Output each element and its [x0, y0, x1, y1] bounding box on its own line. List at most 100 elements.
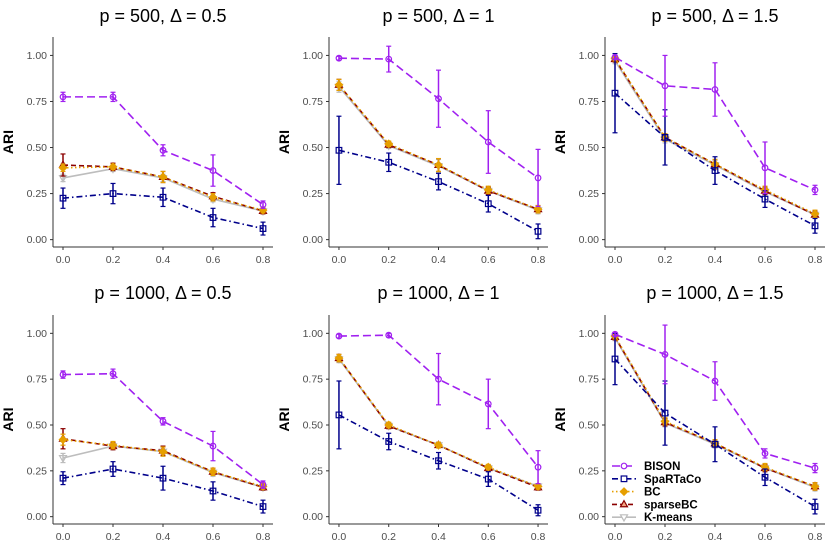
- x-tick-label: 0.4: [431, 254, 446, 266]
- y-tick-label: 1.00: [27, 50, 48, 62]
- chart-panel-5: p = 1000, Δ = 1 0.00 0.25 0.50 0.75 1.00 0.0 0.…: [276, 283, 548, 543]
- data-point: [761, 473, 769, 481]
- x-tick-label: 0.6: [758, 254, 773, 266]
- x-tick-label: 0.6: [481, 254, 496, 266]
- legend-label: SpaRTaCo: [644, 474, 701, 486]
- y-tick-label: 1.00: [579, 50, 600, 62]
- x-tick-label: 0.0: [332, 531, 347, 543]
- data-point: [334, 80, 344, 90]
- series-spartaco: [59, 182, 267, 236]
- series-bison: [611, 324, 819, 474]
- data-point: [385, 158, 393, 166]
- series-bc: [58, 162, 268, 215]
- data-point: [158, 447, 168, 457]
- series-line: [338, 334, 539, 468]
- legend-item-bc: BC: [612, 487, 661, 499]
- legend-label: sparseBC: [644, 499, 698, 511]
- series-line: [614, 358, 816, 508]
- chart-panel-3: p = 500, Δ = 1.5 0.00 0.25 0.50 0.75 1.00 0.0 0…: [552, 6, 825, 266]
- data-point: [611, 53, 619, 61]
- y-tick-label: 1.00: [303, 328, 324, 340]
- data-point: [159, 417, 167, 425]
- data-point: [435, 457, 442, 465]
- data-point: [661, 351, 669, 358]
- data-point: [484, 138, 492, 146]
- data-point: [209, 442, 217, 450]
- x-tick-label: 0.8: [256, 531, 271, 543]
- data-point: [334, 353, 344, 363]
- y-tick-label: 0.25: [579, 188, 600, 200]
- series-bison: [59, 91, 267, 209]
- data-point: [58, 455, 68, 463]
- x-tick-label: 0.6: [206, 254, 221, 266]
- data-point: [208, 467, 218, 477]
- y-tick-label: 0.25: [27, 465, 48, 477]
- y-tick-label: 0.50: [579, 420, 600, 432]
- series-spartaco: [59, 461, 267, 514]
- data-point: [384, 139, 394, 149]
- data-point: [108, 440, 118, 450]
- data-point: [661, 409, 669, 417]
- data-point: [611, 89, 619, 97]
- x-tick-label: 0.2: [381, 531, 396, 543]
- series-bc: [334, 353, 543, 491]
- data-point: [483, 462, 493, 472]
- data-point: [534, 463, 542, 471]
- x-tick-label: 0.4: [708, 531, 723, 543]
- series-spartaco: [335, 115, 542, 240]
- data-point: [384, 420, 394, 430]
- panel-title: p = 1000, Δ = 0.5: [94, 283, 231, 303]
- series-bc: [334, 78, 543, 214]
- y-tick-label: 0.75: [27, 374, 48, 386]
- data-point: [484, 400, 492, 408]
- data-point: [811, 186, 819, 194]
- data-point: [661, 82, 669, 90]
- data-point: [58, 435, 68, 445]
- y-tick-label: 0.25: [27, 188, 48, 200]
- panel-background: [53, 37, 273, 247]
- y-axis-label: ARI: [0, 407, 16, 431]
- x-tick-label: 0.2: [658, 531, 673, 543]
- data-point: [435, 375, 442, 383]
- y-axis-label: ARI: [276, 407, 292, 431]
- data-point: [533, 204, 543, 214]
- panel-title: p = 500, Δ = 0.5: [99, 6, 226, 26]
- data-point: [59, 194, 67, 202]
- series-bison: [335, 331, 542, 485]
- data-point: [258, 205, 268, 215]
- y-tick-label: 0.00: [303, 234, 324, 246]
- data-point: [810, 481, 820, 491]
- data-point: [209, 487, 217, 495]
- y-tick-label: 0.75: [579, 374, 600, 386]
- data-point: [534, 174, 542, 182]
- legend-marker: [619, 487, 629, 497]
- x-tick-label: 0.0: [608, 531, 623, 543]
- legend-item-k-means: K-means: [612, 512, 693, 524]
- y-tick-label: 0.50: [303, 420, 324, 432]
- legend-marker: [620, 462, 628, 470]
- y-axis-label: ARI: [0, 130, 16, 154]
- series-line: [62, 372, 264, 486]
- data-point: [259, 503, 267, 510]
- chart-panel-6: p = 1000, Δ = 1.5 0.00 0.25 0.50 0.75 1.00 0.0…: [552, 283, 825, 543]
- data-point: [711, 86, 719, 93]
- x-tick-label: 0.4: [156, 531, 171, 543]
- data-point: [611, 355, 619, 363]
- data-point: [385, 438, 393, 445]
- legend-marker: [619, 514, 629, 523]
- data-point: [661, 133, 669, 141]
- series-line: [338, 84, 539, 210]
- x-tick-label: 0.0: [332, 254, 347, 266]
- legend-item-spartaco: SpaRTaCo: [612, 474, 701, 486]
- x-tick-label: 0.2: [381, 254, 396, 266]
- data-point: [259, 481, 267, 488]
- data-point: [59, 474, 67, 482]
- y-tick-label: 0.50: [27, 420, 48, 432]
- data-point: [534, 506, 542, 514]
- x-tick-label: 0.6: [758, 531, 773, 543]
- series-bison: [611, 53, 819, 196]
- data-point: [484, 200, 492, 208]
- x-tick-label: 0.6: [206, 531, 221, 543]
- series-bison: [335, 45, 542, 208]
